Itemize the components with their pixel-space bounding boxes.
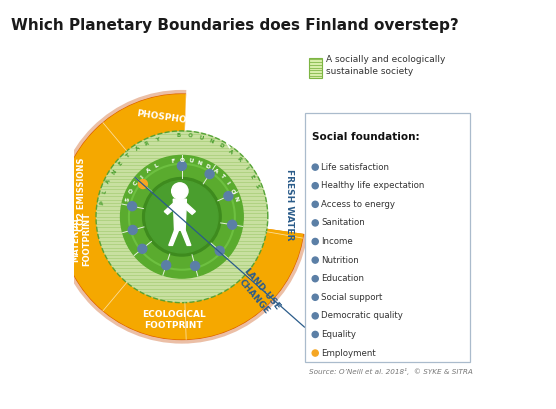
Circle shape [191, 261, 200, 270]
Text: E: E [249, 174, 255, 180]
Text: Healthy life expectation: Healthy life expectation [321, 181, 424, 190]
Text: R: R [144, 140, 150, 147]
Text: N: N [232, 196, 239, 202]
Text: NITROGEN: NITROGEN [224, 116, 275, 151]
Text: Life satisfaction: Life satisfaction [321, 163, 389, 172]
Circle shape [312, 294, 318, 300]
Text: B: B [177, 133, 181, 138]
Text: P: P [100, 200, 105, 205]
Circle shape [312, 238, 318, 245]
Circle shape [312, 201, 318, 207]
Text: PHOSPHORUS: PHOSPHORUS [136, 109, 207, 128]
Circle shape [224, 191, 233, 200]
Text: I: I [244, 165, 249, 170]
Text: Education: Education [321, 274, 364, 283]
Text: E: E [118, 160, 124, 166]
Circle shape [127, 202, 137, 211]
Text: T: T [126, 153, 132, 159]
Text: T: T [219, 173, 225, 180]
Text: Income: Income [321, 237, 353, 246]
Text: R: R [236, 156, 242, 162]
Circle shape [138, 244, 147, 253]
Text: Sanitation: Sanitation [321, 218, 365, 227]
Polygon shape [184, 203, 195, 214]
Circle shape [312, 331, 318, 337]
Text: FRESH WATER: FRESH WATER [285, 169, 294, 240]
Circle shape [312, 350, 318, 356]
Text: Access to energy: Access to energy [321, 200, 395, 209]
Text: L: L [153, 163, 159, 169]
Circle shape [162, 261, 171, 270]
Text: A: A [212, 168, 219, 174]
Text: L: L [102, 190, 108, 194]
Text: Social support: Social support [321, 293, 383, 302]
Wedge shape [182, 76, 323, 236]
Text: U: U [198, 135, 203, 141]
Circle shape [312, 164, 318, 170]
Wedge shape [59, 94, 304, 339]
Circle shape [172, 183, 188, 199]
Text: N: N [111, 169, 118, 175]
Circle shape [146, 181, 218, 253]
Circle shape [121, 155, 243, 278]
Circle shape [312, 257, 318, 263]
Text: Source: O’Neill et al. 2018¹,  © SYKE & SITRA: Source: O’Neill et al. 2018¹, © SYKE & S… [309, 368, 473, 375]
Text: Employment: Employment [321, 348, 376, 357]
Text: CO2 EMISSIONS: CO2 EMISSIONS [77, 158, 86, 231]
Polygon shape [165, 203, 176, 214]
Polygon shape [181, 230, 191, 245]
Text: A: A [145, 168, 152, 174]
Text: Equality: Equality [321, 330, 356, 339]
Text: A: A [106, 179, 112, 185]
Circle shape [177, 162, 186, 171]
Text: O: O [128, 188, 135, 194]
Polygon shape [173, 199, 186, 230]
Text: A: A [135, 146, 141, 152]
Circle shape [96, 131, 268, 303]
Text: S: S [125, 197, 131, 202]
Circle shape [312, 276, 318, 282]
Text: D: D [205, 163, 211, 170]
Text: ECOLOGICAL
FOOTPRINT: ECOLOGICAL FOOTPRINT [142, 310, 206, 330]
Text: O: O [180, 157, 185, 163]
Text: Democratic quality: Democratic quality [321, 311, 403, 320]
Circle shape [312, 220, 318, 226]
Text: S: S [254, 184, 260, 189]
Text: N: N [208, 138, 214, 144]
Text: Nutrition: Nutrition [321, 256, 359, 265]
Text: Which Planetary Boundaries does Finland overstep?: Which Planetary Boundaries does Finland … [11, 18, 459, 34]
Circle shape [59, 94, 305, 339]
Text: A socially and ecologically
sustainable society: A socially and ecologically sustainable … [326, 55, 445, 76]
Polygon shape [169, 230, 178, 245]
Text: U: U [188, 158, 193, 164]
Text: F: F [171, 158, 175, 164]
Text: D: D [218, 143, 225, 149]
Circle shape [227, 220, 237, 229]
Text: Social foundation:: Social foundation: [312, 132, 420, 142]
FancyBboxPatch shape [305, 113, 470, 362]
Circle shape [138, 180, 147, 189]
Text: LAND-USE
CHANGE: LAND-USE CHANGE [234, 267, 282, 319]
Text: A: A [227, 149, 234, 155]
Text: MATERIAL
FOOTPRINT: MATERIAL FOOTPRINT [72, 212, 91, 266]
Circle shape [312, 183, 318, 189]
Circle shape [205, 170, 214, 179]
Text: N: N [196, 160, 202, 166]
Text: O: O [229, 188, 236, 194]
Circle shape [312, 313, 318, 319]
Circle shape [128, 225, 137, 234]
Text: Y: Y [155, 137, 160, 143]
Bar [309, 58, 322, 78]
Circle shape [215, 246, 224, 255]
Text: I: I [225, 181, 230, 186]
Circle shape [143, 178, 221, 256]
Text: C: C [133, 180, 140, 187]
Text: O: O [187, 133, 192, 139]
Text: I: I [140, 174, 145, 179]
